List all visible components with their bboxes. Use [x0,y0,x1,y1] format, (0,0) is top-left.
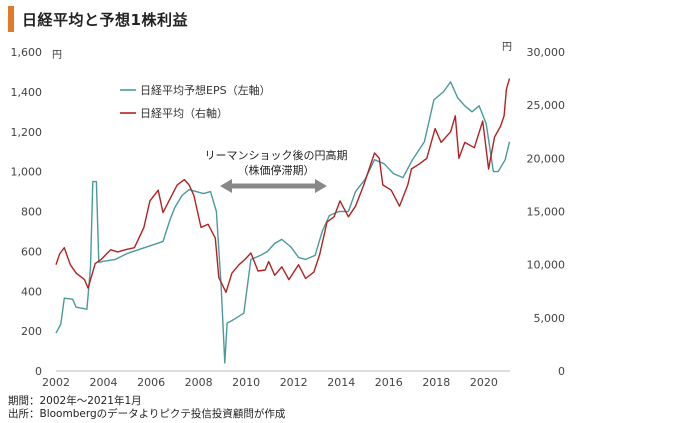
y-left-tick-label: 200 [21,325,42,338]
y-left-tick-label: 800 [21,206,42,219]
x-tick-label: 2014 [327,376,355,389]
x-tick-label: 2004 [90,376,118,389]
x-tick-label: 2002 [42,376,70,389]
footnote-period: 期間：2002年～2021年1月 [8,395,142,407]
x-tick-label: 2018 [422,376,450,389]
y-right-tick-label: 30,000 [527,46,566,59]
y-right-tick-label: 0 [558,365,565,378]
y-right-tick-label: 5,000 [534,312,566,325]
x-tick-label: 2006 [137,376,165,389]
y-left-tick-label: 1,000 [11,166,43,179]
annotation-text-line2: （株価停滞期） [238,163,315,177]
legend-label-nikkei: 日経平均（右軸） [140,106,228,120]
title-accent-bar [8,6,14,32]
y-left-tick-label: 1,200 [11,126,43,139]
series-line-nikkei [55,78,511,293]
x-tick-label: 2010 [232,376,260,389]
x-tick-label: 2008 [185,376,213,389]
chart-title-bar: 日経平均と予想1株利益 [8,6,188,32]
y-left-tick-label: 1,600 [11,46,43,59]
y-right-tick-label: 25,000 [527,99,566,112]
y-left-tick-label: 0 [35,365,42,378]
x-tick-label: 2020 [470,376,498,389]
y-right-tick-label: 10,000 [527,259,566,272]
x-tick-label: 2016 [375,376,403,389]
y-right-tick-label: 20,000 [527,152,566,165]
annotation-text-line1: リーマンショック後の円高期 [205,148,348,162]
annotation-arrow-head-left [220,179,233,193]
y-right-unit-label: 円 [502,42,512,53]
legend-label-eps: 日経平均予想EPS（左軸） [140,83,271,97]
y-left-tick-label: 1,400 [11,86,43,99]
y-left-unit-label: 円 [52,50,62,61]
y-right-tick-label: 15,000 [527,206,566,219]
footnote-source: 出所：Bloombergのデータよりピクテ投信投資顧問が作成 [8,408,286,420]
y-left-tick-label: 600 [21,245,42,258]
y-left-tick-label: 400 [21,285,42,298]
x-tick-label: 2012 [280,376,308,389]
chart-title: 日経平均と予想1株利益 [22,10,188,29]
annotation-arrow-head-right [314,179,327,193]
series-line-eps [55,81,511,364]
